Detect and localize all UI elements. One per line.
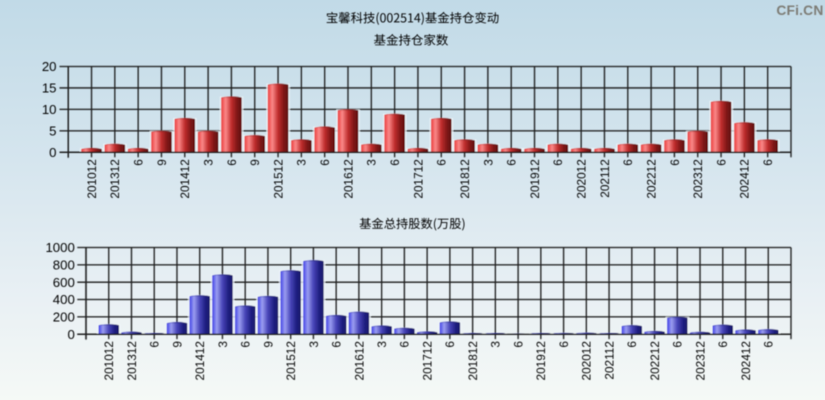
svg-text:3: 3	[481, 159, 495, 166]
svg-text:201912: 201912	[528, 159, 542, 198]
svg-text:400: 400	[53, 292, 75, 307]
svg-text:201712: 201712	[420, 341, 434, 380]
svg-text:3: 3	[365, 159, 379, 166]
svg-text:202112: 202112	[602, 341, 616, 380]
svg-text:201912: 201912	[534, 341, 548, 380]
svg-text:3: 3	[201, 159, 215, 166]
svg-text:201512: 201512	[271, 159, 285, 198]
svg-text:6: 6	[388, 159, 402, 166]
svg-text:CFi.CN: CFi.CN	[776, 3, 823, 18]
svg-text:9: 9	[170, 341, 184, 348]
svg-text:0: 0	[49, 145, 56, 160]
svg-text:3: 3	[307, 341, 321, 348]
svg-text:3: 3	[295, 159, 309, 166]
svg-text:202212: 202212	[648, 341, 662, 380]
svg-text:201312: 201312	[108, 159, 122, 198]
svg-text:201812: 201812	[466, 341, 480, 380]
svg-text:10: 10	[42, 102, 57, 117]
svg-text:202312: 202312	[691, 159, 705, 198]
svg-text:201012: 201012	[85, 159, 99, 198]
svg-text:6: 6	[621, 159, 635, 166]
svg-text:6: 6	[443, 341, 457, 348]
svg-text:9: 9	[155, 159, 169, 166]
svg-text:6: 6	[761, 159, 775, 166]
svg-text:201312: 201312	[125, 341, 139, 380]
svg-text:6: 6	[625, 341, 639, 348]
svg-text:1000: 1000	[45, 240, 74, 255]
svg-text:202412: 202412	[738, 159, 752, 198]
svg-text:201412: 201412	[193, 341, 207, 380]
svg-text:9: 9	[261, 341, 275, 348]
svg-text:6: 6	[398, 341, 412, 348]
svg-text:6: 6	[714, 159, 728, 166]
svg-text:6: 6	[132, 159, 146, 166]
svg-text:202112: 202112	[598, 159, 612, 198]
svg-text:20: 20	[42, 59, 57, 74]
svg-text:200: 200	[53, 309, 75, 324]
svg-text:201812: 201812	[458, 159, 472, 198]
svg-text:202012: 202012	[575, 159, 589, 198]
svg-text:6: 6	[551, 159, 565, 166]
svg-text:201012: 201012	[102, 341, 116, 380]
svg-text:6: 6	[318, 159, 332, 166]
svg-text:800: 800	[53, 257, 75, 272]
svg-text:3: 3	[375, 341, 389, 348]
svg-text:201612: 201612	[352, 341, 366, 380]
svg-text:202212: 202212	[644, 159, 658, 198]
svg-text:6: 6	[671, 341, 685, 348]
svg-text:201412: 201412	[178, 159, 192, 198]
svg-text:6: 6	[716, 341, 730, 348]
svg-text:6: 6	[668, 159, 682, 166]
svg-text:3: 3	[216, 341, 230, 348]
svg-text:9: 9	[248, 159, 262, 166]
svg-text:201712: 201712	[411, 159, 425, 198]
svg-text:6: 6	[435, 159, 449, 166]
svg-text:202412: 202412	[739, 341, 753, 380]
svg-text:202012: 202012	[580, 341, 594, 380]
svg-text:6: 6	[225, 159, 239, 166]
svg-text:0: 0	[67, 327, 74, 342]
svg-text:6: 6	[505, 159, 519, 166]
svg-text:201612: 201612	[341, 159, 355, 198]
svg-text:6: 6	[148, 341, 162, 348]
svg-text:6: 6	[511, 341, 525, 348]
svg-text:202312: 202312	[693, 341, 707, 380]
svg-text:6: 6	[239, 341, 253, 348]
svg-text:5: 5	[49, 123, 56, 138]
svg-text:6: 6	[762, 341, 776, 348]
svg-text:6: 6	[557, 341, 571, 348]
svg-text:3: 3	[489, 341, 503, 348]
svg-text:600: 600	[53, 275, 75, 290]
svg-text:15: 15	[42, 81, 57, 96]
svg-text:201512: 201512	[284, 341, 298, 380]
svg-text:6: 6	[330, 341, 344, 348]
